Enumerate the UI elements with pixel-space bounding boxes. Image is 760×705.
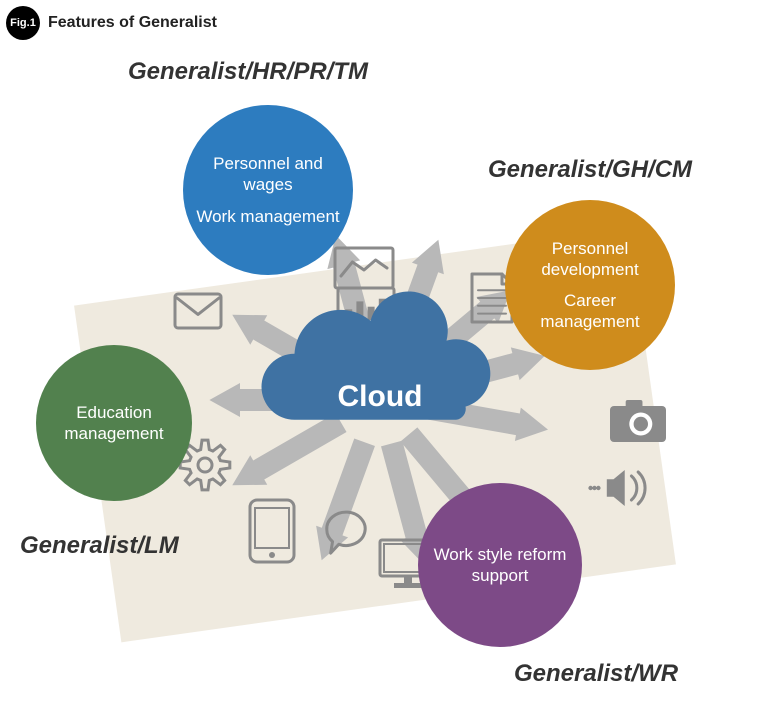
category-label-hr: Generalist/HR/PR/TM [128, 58, 368, 86]
category-label-gh: Generalist/GH/CM [488, 156, 692, 184]
category-label-wr: Generalist/WR [514, 660, 678, 688]
category-label-lm: Generalist/LM [20, 532, 179, 560]
labels-layer: Generalist/HR/PR/TM Generalist/GH/CM Gener… [0, 0, 760, 705]
